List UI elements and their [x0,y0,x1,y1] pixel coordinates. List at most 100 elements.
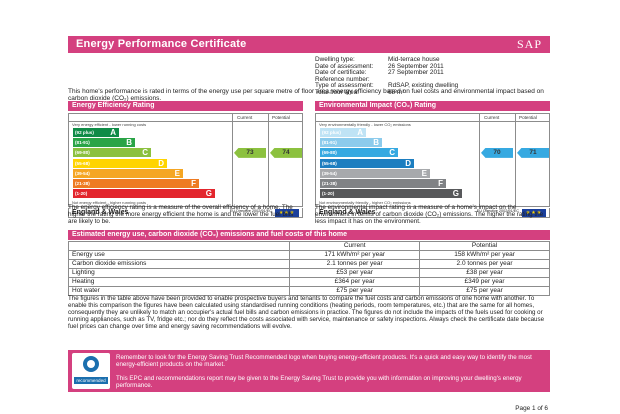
environment-bottom-caption: Not environmentally friendly - higher CO… [319,200,411,205]
estimates-potential-cell: £38 per year [419,268,550,278]
estimates-current-header: Current [289,241,421,251]
environment-band-d: (55-68) D [320,158,414,168]
estimates-row: Heating £364 per year £349 per year [67,277,550,287]
environment-band-letter: E [421,168,427,178]
efficiency-band-letter: E [174,168,180,178]
estimates-table: Current Potential Energy use 171 kWh/m² p… [67,241,550,296]
dwelling-details: Dwelling type: Mid-terrace house Date of a… [315,56,458,97]
environment-country: England & Wales [319,209,376,216]
efficiency-bottom-caption: Not energy efficient - higher running co… [72,200,146,205]
efficiency-band-range: (21-38) [75,181,90,186]
efficiency-band-letter: B [126,138,132,148]
estimates-label-cell: Energy use [67,250,291,260]
efficiency-band-letter: F [191,179,196,188]
estimates-header-row: Current Potential [67,241,550,251]
environment-band-range: (1-20) [322,191,335,197]
environment-footer: England & Wales EU Directive 2002/91/EC … [315,208,550,218]
detail-label: Reference number: [315,75,370,83]
environment-band-range: (69-80) [322,150,337,156]
estimates-potential-cell: 2.0 tonnes per year [419,259,550,269]
intro-text: This home's performance is rated in term… [68,88,544,103]
efficiency-band-range: (81-91) [75,140,90,146]
estimates-label-cell: Lighting [67,268,291,278]
detail-label: Total floor area: [315,88,360,96]
estimates-row: Hot water £75 per year £75 per year [67,286,550,296]
efficiency-potential-header: Potential [272,115,290,120]
detail-row: Type of assessment: RdSAP, existing dwell… [315,83,458,90]
efficiency-band-d: (55-68) D [73,158,167,168]
recommended-logo-label: recommended [74,377,108,384]
detail-row: Date of assessment: 26 September 2011 [315,62,458,71]
title-banner: Energy Performance Certificate SAP [68,36,550,53]
environment-current-rating-arrow: 70 [481,147,513,158]
efficiency-band-g: (1-20) G [73,189,215,199]
environment-band-range: (81-91) [322,140,337,146]
environment-band-range: (92 plus) [322,130,341,135]
environment-description: The environmental impact rating is a mea… [315,204,544,225]
detail-label: Date of certificate: [315,69,367,77]
estimates-current-cell: 171 kWh/m² per year [289,250,421,260]
estimates-potential-cell: £349 per year [419,277,550,287]
efficiency-band-c: (69-80) C [73,148,151,158]
environment-potential-header: Potential [519,115,537,120]
detail-value: 68 m² [388,88,405,96]
detail-value: Mid-terrace house [388,56,440,63]
efficiency-eu-directive: EU Directive 2002/91/EC [229,209,272,213]
efficiency-heading: Energy Efficiency Rating [68,101,303,111]
eu-flag-icon: ★★★ [522,209,546,217]
environment-band-range: (55-68) [322,160,337,166]
estimates-blank-header [67,241,291,251]
efficiency-band-range: (39-54) [75,170,90,176]
environment-band-letter: D [405,158,411,168]
detail-row: Date of certificate: 27 September 2011 [315,70,458,77]
environment-current-header: Current [484,115,500,120]
detail-row: Reference number: [315,75,458,84]
environment-panel: Environmental Impact (CO₂) Rating Curren… [315,101,550,230]
detail-label: Date of assessment: [315,62,374,70]
efficiency-band-b: (81-91) B [73,138,135,148]
estimates-label-cell: Heating [67,277,291,287]
efficiency-band-f: (21-38) F [73,179,199,188]
efficiency-band-range: (55-68) [75,160,90,166]
estimates-current-cell: £53 per year [289,268,421,278]
efficiency-band-letter: C [142,148,148,158]
environment-top-caption: Very environmentally friendly - lower CO… [319,122,411,127]
estimates-heading: Estimated energy use, carbon dioxide (CO… [68,230,550,240]
environment-band-letter: C [389,148,395,158]
efficiency-country: England & Wales [72,209,129,216]
recommended-banner: recommended Remember to look for the Ene… [68,350,550,392]
estimates-potential-cell: 158 kWh/m² per year [419,250,550,260]
detail-value: RdSAP, existing dwelling [388,82,459,90]
efficiency-potential-rating-arrow: 74 [270,147,302,158]
page-number: Page 1 of 6 [515,405,548,412]
sap-logo: SAP [516,37,542,51]
environment-band-e: (39-54) E [320,168,430,178]
environment-band-letter: B [373,138,379,148]
environment-band-g: (1-20) G [320,189,462,199]
environment-band-f: (21-38) F [320,179,446,188]
estimates-potential-header: Potential [419,241,550,251]
environment-band-letter: G [452,189,459,199]
estimates-row: Carbon dioxide emissions 2.1 tonnes per y… [67,259,550,269]
environment-band-letter: A [357,128,363,137]
efficiency-footer: England & Wales EU Directive 2002/91/EC … [68,208,303,218]
efficiency-chart: Current Potential Very energy efficient … [68,113,303,207]
detail-value: 27 September 2011 [388,69,444,77]
recommended-text: Remember to look for the Energy Saving T… [116,354,532,368]
estimates-current-cell: £364 per year [289,277,421,287]
environment-band-range: (21-38) [322,181,337,186]
efficiency-panel: Energy Efficiency Rating Current Potenti… [68,101,303,230]
environment-eu-directive: EU Directive 2002/91/EC [476,209,519,213]
efficiency-current-rating-arrow: 73 [234,147,266,158]
efficiency-band-range: (1-20) [75,191,88,197]
environment-chart: Current Potential Very environmentally f… [315,113,550,207]
epc-sharing-text: This EPC and recommendations report may … [116,375,522,389]
efficiency-description: The energy efficiency rating is a measur… [68,204,294,225]
efficiency-band-letter: A [110,128,116,137]
detail-row: Dwelling type: Mid-terrace house [315,56,458,64]
energy-saving-trust-logo: recommended [72,353,110,389]
efficiency-top-caption: Very energy efficient - lower running co… [72,122,147,127]
environment-band-letter: F [438,179,443,188]
detail-label: Dwelling type: [315,56,355,63]
